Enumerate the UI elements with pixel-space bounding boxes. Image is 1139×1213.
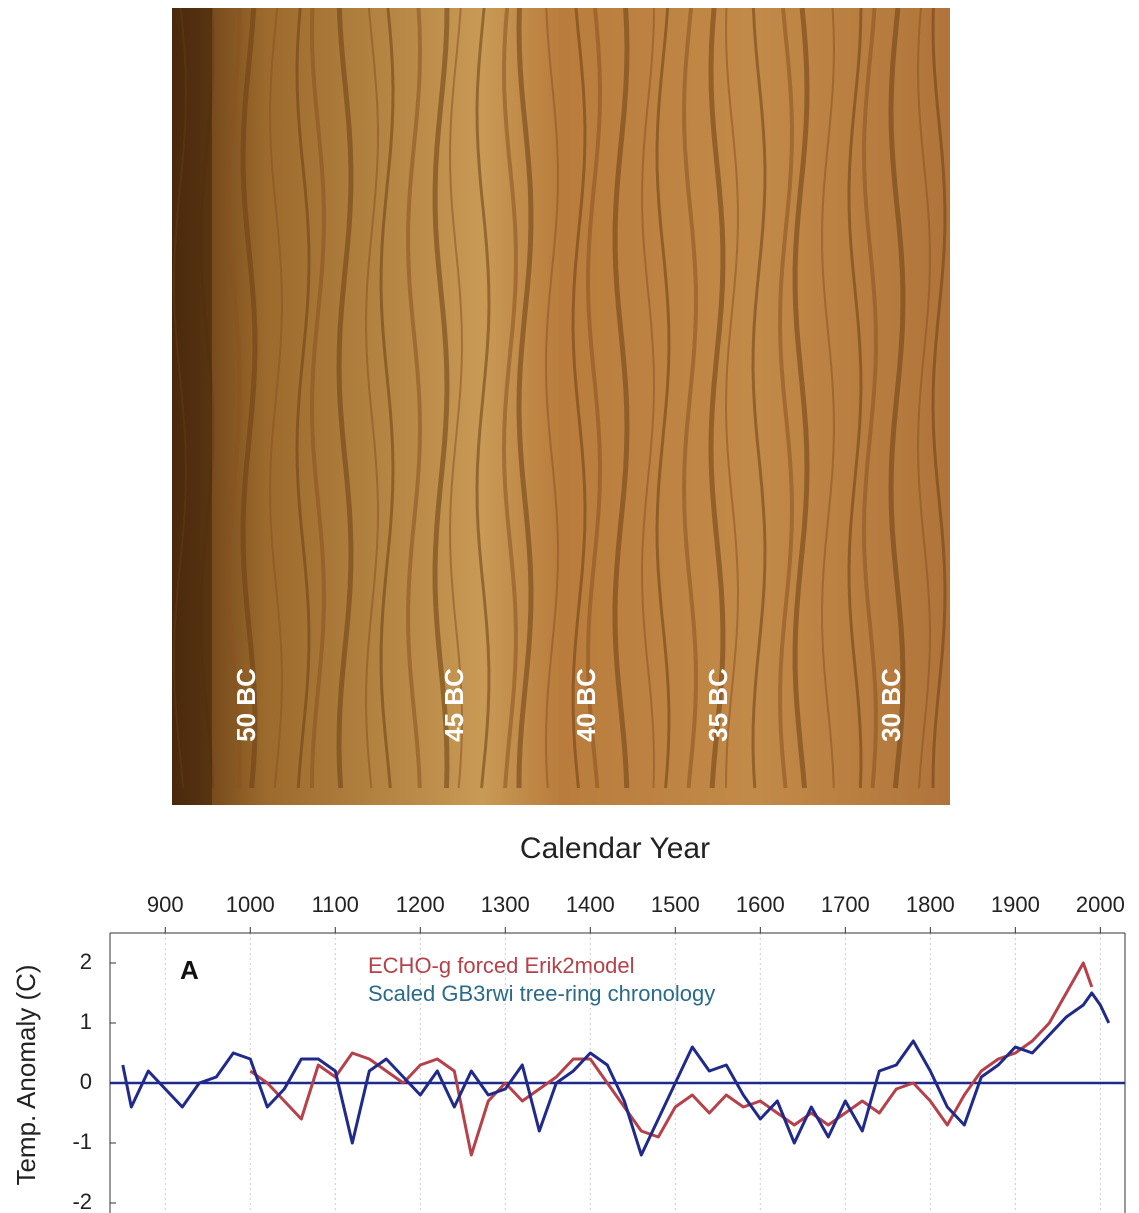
ring xyxy=(240,8,258,789)
ring xyxy=(792,8,810,789)
x-tick-label: 1000 xyxy=(226,892,275,917)
y-tick-label: 0 xyxy=(80,1069,92,1094)
x-axis-title: Calendar Year xyxy=(520,832,710,865)
shade xyxy=(172,8,212,805)
x-tick-label: 1900 xyxy=(991,892,1040,917)
x-tick-label: 1600 xyxy=(736,892,785,917)
legend-entry: ECHO-g forced Erik2model xyxy=(368,953,635,978)
ring xyxy=(364,8,380,789)
ring xyxy=(861,8,879,789)
ring xyxy=(655,8,671,789)
ring xyxy=(847,8,863,789)
ring xyxy=(295,8,311,789)
ring xyxy=(640,8,656,789)
ring xyxy=(336,8,354,789)
ring xyxy=(681,8,699,789)
x-tick-label: 900 xyxy=(147,892,184,917)
ring xyxy=(309,8,326,789)
ring xyxy=(931,8,947,789)
x-tick-label: 1700 xyxy=(821,892,870,917)
ring xyxy=(448,8,464,789)
ring xyxy=(379,8,395,789)
ring-year-label: 50 BC xyxy=(231,668,261,742)
ring-year-label: 40 BC xyxy=(571,668,601,742)
ring xyxy=(751,8,767,789)
ring xyxy=(544,8,560,789)
ring xyxy=(571,8,587,789)
y-axis-title: Temp. Anomaly (C) xyxy=(11,964,41,1185)
ring-year-label: 45 BC xyxy=(439,668,469,742)
x-tick-label: 1500 xyxy=(651,892,700,917)
tree-ring-photo: 50 BC 45 BC 40 BC 35 BC 30 BC xyxy=(172,8,950,805)
ring xyxy=(516,8,534,789)
x-tick-label: 1200 xyxy=(396,892,445,917)
ring xyxy=(268,8,284,789)
legend-entry: Scaled GB3rwi tree-ring chronology xyxy=(368,981,715,1006)
ring xyxy=(777,8,795,789)
x-tick-label: 2000 xyxy=(1076,892,1125,917)
ring xyxy=(612,8,630,789)
ring-year-label: 30 BC xyxy=(876,668,906,742)
ring xyxy=(708,8,726,789)
y-tick-label: 2 xyxy=(80,949,92,974)
ring xyxy=(724,8,740,789)
series-line xyxy=(249,961,1094,1157)
ring xyxy=(888,8,906,789)
ring xyxy=(432,8,450,789)
ring-year-label: 35 BC xyxy=(703,668,733,742)
series-line xyxy=(121,991,1111,1157)
ring xyxy=(475,8,491,789)
ring xyxy=(585,8,603,789)
ring xyxy=(225,8,243,789)
y-tick-label: -2 xyxy=(72,1189,92,1213)
ring xyxy=(916,8,932,789)
y-tick-label: 1 xyxy=(80,1009,92,1034)
ring xyxy=(406,8,423,789)
chart: Calendar Year Temp. Anomaly (C) A 900 100… xyxy=(11,832,1126,1213)
x-tick-label: 1800 xyxy=(906,892,955,917)
y-tick-label: -1 xyxy=(72,1129,92,1154)
x-tick-label: 1300 xyxy=(481,892,530,917)
ring xyxy=(820,8,836,789)
panel-label: A xyxy=(180,955,199,985)
x-tick-label: 1100 xyxy=(312,892,359,917)
x-tick-label: 1400 xyxy=(566,892,615,917)
ring xyxy=(501,8,518,789)
